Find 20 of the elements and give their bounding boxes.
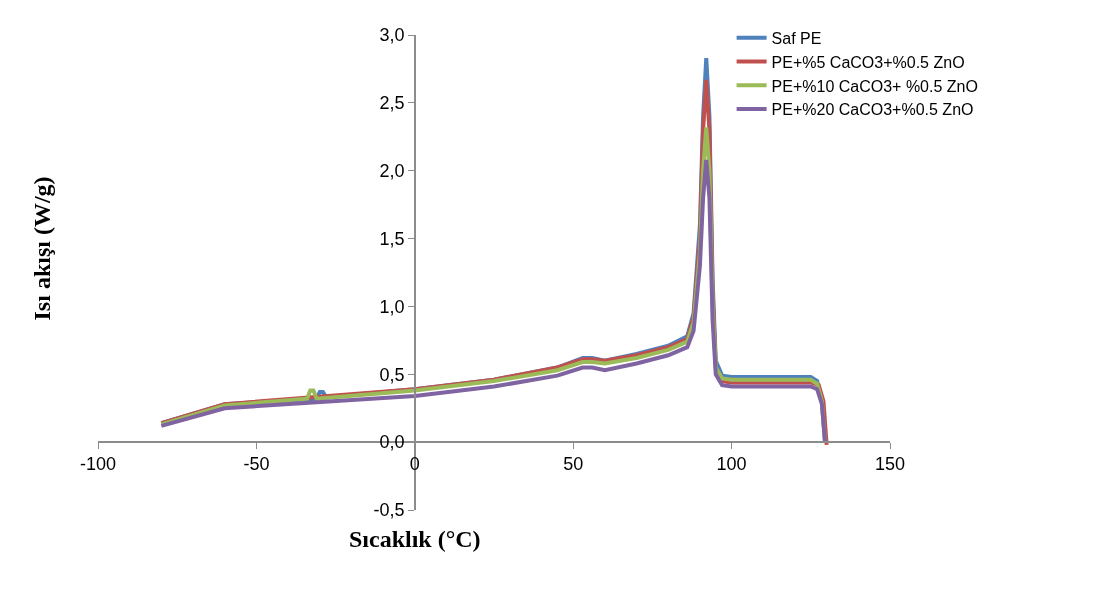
x-axis-title: Sıcaklık (°C)	[349, 526, 481, 552]
x-tick-label: -100	[79, 454, 117, 475]
y-tick-label: 1,5	[379, 228, 405, 249]
x-tick-label: -50	[243, 454, 270, 475]
y-tick-label: 3,0	[379, 25, 405, 46]
x-tick-label: 50	[563, 454, 584, 475]
y-tick-label: -0,5	[373, 500, 405, 521]
legend-label: PE+%5 CaCO3+%0.5 ZnO	[771, 53, 965, 71]
y-tick-label: 2,0	[379, 161, 405, 182]
legend-label: PE+%10 CaCO3+ %0.5 ZnO	[771, 77, 978, 95]
y-tick-label: 1,0	[379, 296, 405, 317]
x-tick-label: 0	[409, 454, 420, 475]
y-tick-label: 2,5	[379, 93, 405, 114]
legend-label: Saf PE	[771, 29, 822, 47]
x-tick-label: 100	[716, 454, 747, 475]
y-tick-label: 0,5	[379, 364, 405, 385]
y-tick-label: 0,0	[379, 432, 405, 453]
y-axis-title: Isı akışı (W/g)	[28, 176, 55, 321]
x-tick-label: 150	[874, 454, 906, 475]
legend-label: PE+%20 CaCO3+%0.5 ZnO	[771, 101, 974, 119]
